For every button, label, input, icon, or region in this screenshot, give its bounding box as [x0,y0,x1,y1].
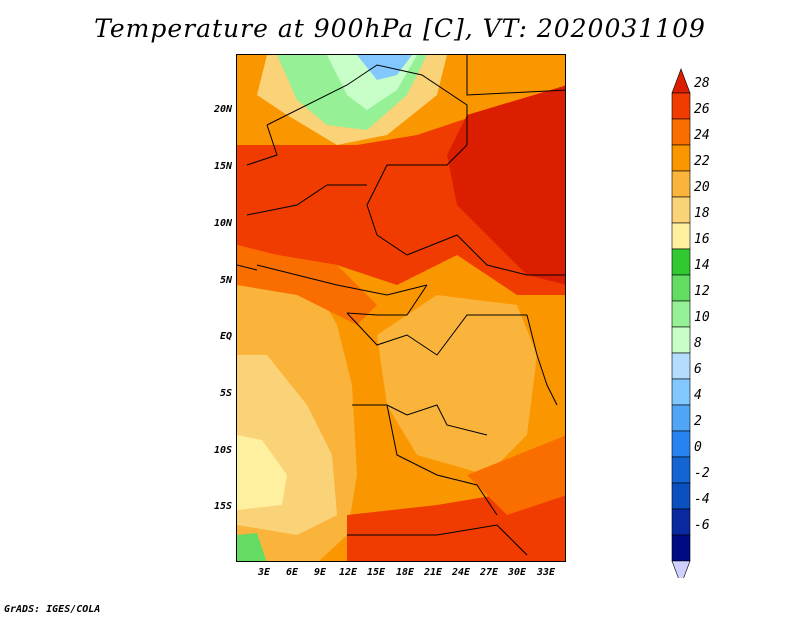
temperature-field [237,55,565,561]
colorbar-swatch [671,274,691,302]
field-southwest-green [237,533,267,561]
colorbar-top-triangle [671,68,691,94]
x-tick-label: 9E [313,567,327,578]
field-southeast [467,435,565,515]
colorbar [671,68,691,578]
colorbar-label: 0 [694,440,702,455]
colorbar-label: 4 [694,388,702,403]
colorbar-swatch [671,92,691,120]
colorbar-swatch [671,508,691,536]
grads-credit: GrADS: IGES/COLA [4,604,101,615]
field-southwest-coolest [237,435,287,510]
colorbar-label: 28 [694,76,710,91]
x-tick-label: 33E [536,567,556,578]
colorbar-swatch [671,300,691,328]
colorbar-swatch [671,378,691,406]
colorbar-swatch [671,118,691,146]
colorbar-swatch [671,534,691,562]
y-tick-label: 20N [213,104,232,115]
x-tick-label: 3E [257,567,271,578]
colorbar-swatch [671,144,691,172]
y-tick-label: 5N [219,275,232,286]
colorbar-swatch [671,482,691,510]
colorbar-label: 26 [694,102,710,117]
y-tick-label: EQ [219,331,232,342]
colorbar-label: 8 [694,336,702,351]
colorbar-swatch [671,326,691,354]
x-tick-label: 27E [479,567,499,578]
colorbar-label: 14 [694,258,710,273]
y-tick-label: 15S [213,501,232,512]
colorbar-label: -6 [694,518,710,533]
colorbar-swatch [671,430,691,458]
field-hot-core [447,85,565,285]
chart-title: Temperature at 900hPa [C], VT: 202003110… [94,14,706,43]
y-tick-label: 15N [213,161,232,172]
colorbar-swatch [671,248,691,276]
x-tick-label: 12E [338,567,358,578]
colorbar-swatch [671,196,691,224]
x-tick-label: 6E [285,567,299,578]
colorbar-label: 24 [694,128,710,143]
y-tick-label: 5S [219,388,232,399]
field-west-band [237,245,377,325]
colorbar-label: 10 [694,310,710,325]
field-north-blue [357,55,412,80]
colorbar-label: -4 [694,492,710,507]
colorbar-swatch [671,170,691,198]
country-borders [237,55,565,556]
colorbar-swatch [671,456,691,484]
colorbar-label: 2 [694,414,702,429]
x-tick-label: 24E [451,567,471,578]
x-tick-label: 15E [366,567,386,578]
colorbar-bottom-triangle [671,560,691,578]
temperature-map [236,54,566,562]
colorbar-label: 22 [694,154,710,169]
colorbar-label: 16 [694,232,710,247]
x-tick-label: 18E [395,567,415,578]
colorbar-swatch [671,222,691,250]
x-tick-label: 30E [507,567,527,578]
colorbar-label: 18 [694,206,710,221]
colorbar-label: -2 [694,466,710,481]
colorbar-swatch [671,352,691,380]
colorbar-label: 20 [694,180,710,195]
y-tick-label: 10N [213,218,232,229]
x-tick-label: 21E [423,567,443,578]
colorbar-label: 6 [694,362,702,377]
colorbar-swatch [671,404,691,432]
colorbar-label: 12 [694,284,710,299]
field-central-basin [377,295,537,475]
y-tick-label: 10S [213,445,232,456]
